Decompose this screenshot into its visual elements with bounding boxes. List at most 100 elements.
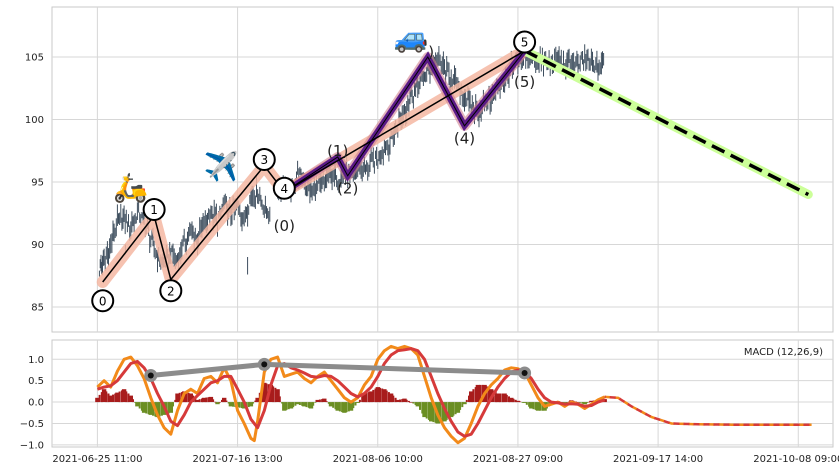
macd-divergence: [144, 357, 532, 383]
x-tick-label: 2021-10-08 09:00: [753, 454, 839, 465]
histogram-bar: [525, 402, 528, 405]
histogram-bar: [574, 401, 577, 403]
histogram-bar: [301, 402, 304, 406]
histogram-bar: [295, 402, 300, 405]
histogram-bar: [305, 402, 308, 408]
histogram-bar: [141, 402, 147, 413]
wave-label-0: 0: [99, 294, 107, 308]
histogram-bar: [541, 402, 544, 411]
subwave-label: (1): [327, 142, 348, 160]
wave-labels: 0 1 2 3 4 5 (0) (1) (2) (4) (5)): [91, 30, 537, 313]
histogram-bar: [488, 387, 490, 403]
histogram-bar: [465, 399, 468, 402]
price-panel: 85 90 95 100 105 🛵 ✈️ 🚙 0 1 2 3 4 5 (0) (1) (2) (4) (5)): [25, 6, 834, 333]
histogram-bar: [188, 393, 193, 403]
histogram-bar: [354, 402, 357, 406]
histogram-bar: [335, 402, 340, 411]
histogram-bar: [539, 402, 542, 411]
histogram-bar: [321, 399, 324, 403]
histogram-bar: [381, 388, 384, 403]
histogram-bar: [114, 393, 117, 402]
subwave-label: (2): [337, 179, 358, 197]
histogram-bar: [469, 391, 474, 403]
histogram-bar: [308, 402, 314, 409]
histogram-bar: [509, 397, 514, 403]
histogram-bar: [345, 402, 348, 413]
histogram-bar: [419, 402, 421, 410]
wave-label-circle: [252, 148, 276, 171]
histogram-bar: [118, 391, 121, 403]
histogram-bar: [407, 400, 410, 402]
histogram-bar: [332, 402, 335, 408]
histogram-bar: [402, 398, 407, 402]
histogram-bar: [288, 402, 294, 409]
histogram-bar: [521, 402, 524, 403]
histogram-bar: [108, 395, 113, 402]
histogram-bar: [214, 401, 217, 403]
histogram-bar: [294, 402, 297, 406]
histogram-bar: [442, 402, 447, 422]
histogram-bar: [341, 402, 344, 413]
histogram-bar: [107, 393, 110, 403]
histogram-bar: [120, 390, 123, 403]
histogram-bar: [328, 402, 334, 407]
histogram-bar: [375, 387, 380, 403]
histogram-bar: [158, 402, 161, 417]
histogram-bar: [485, 386, 488, 403]
histogram-bar: [532, 402, 535, 410]
histogram-bar: [374, 388, 377, 403]
histogram-bar: [575, 402, 581, 403]
macd-y-tick-label: −1.0: [20, 440, 44, 451]
histogram-bar: [432, 402, 435, 423]
histogram-bar: [187, 392, 190, 403]
histogram-bar: [422, 402, 427, 418]
histogram-bar: [100, 392, 103, 403]
histogram-bar: [588, 401, 591, 403]
histogram-bar: [387, 392, 390, 403]
subwave-label: (5): [514, 73, 535, 91]
motor-scooter-icon: 🛵: [113, 171, 148, 204]
histogram-bar: [515, 400, 521, 403]
x-tick-label: 2021-06-25 11:00: [52, 454, 142, 465]
histogram-bar: [201, 398, 203, 403]
histogram-bar: [255, 397, 260, 403]
histogram-bar: [195, 399, 200, 402]
subwave-label: (0): [274, 217, 295, 235]
subwave-label: (4): [454, 129, 475, 147]
price-y-tick-label: 85: [31, 303, 44, 314]
macd-y-tick-label: −0.5: [20, 419, 44, 430]
wave-label-1: 1: [150, 203, 158, 217]
histogram-bar: [212, 399, 215, 402]
histogram-bar: [382, 389, 387, 402]
automobile-icon: 🚙: [394, 21, 429, 54]
histogram-bar: [207, 397, 210, 403]
histogram-bar: [439, 402, 442, 423]
histogram-bar: [325, 401, 328, 403]
histogram-bar: [448, 402, 450, 419]
histogram-bar: [522, 402, 527, 403]
histogram-bar: [535, 402, 541, 411]
histogram-bar: [367, 392, 370, 403]
histogram-bar: [415, 402, 420, 407]
histogram-bar: [105, 391, 108, 403]
histogram-bar: [302, 402, 307, 407]
histogram-bar: [395, 399, 400, 402]
histogram-bar: [307, 402, 310, 408]
histogram-bar: [452, 402, 455, 416]
price-y-tick-label: 90: [31, 240, 44, 251]
histogram-bar: [140, 402, 143, 411]
histogram-bar: [298, 402, 301, 405]
histogram-bar: [138, 402, 141, 409]
histogram-bar: [358, 399, 361, 403]
histogram-bar: [501, 393, 504, 403]
divergence-point-center: [521, 369, 528, 376]
histogram-bar: [405, 399, 408, 403]
histogram-bar: [225, 400, 228, 402]
histogram-bar: [355, 402, 360, 403]
x-tick-label: 2021-09-17 14:00: [613, 454, 703, 465]
histogram-bar: [95, 397, 100, 403]
price-y-tick-label: 100: [25, 115, 44, 126]
wave-label-circle: [159, 279, 183, 303]
macd-y-tick-label: 0.5: [28, 376, 44, 387]
